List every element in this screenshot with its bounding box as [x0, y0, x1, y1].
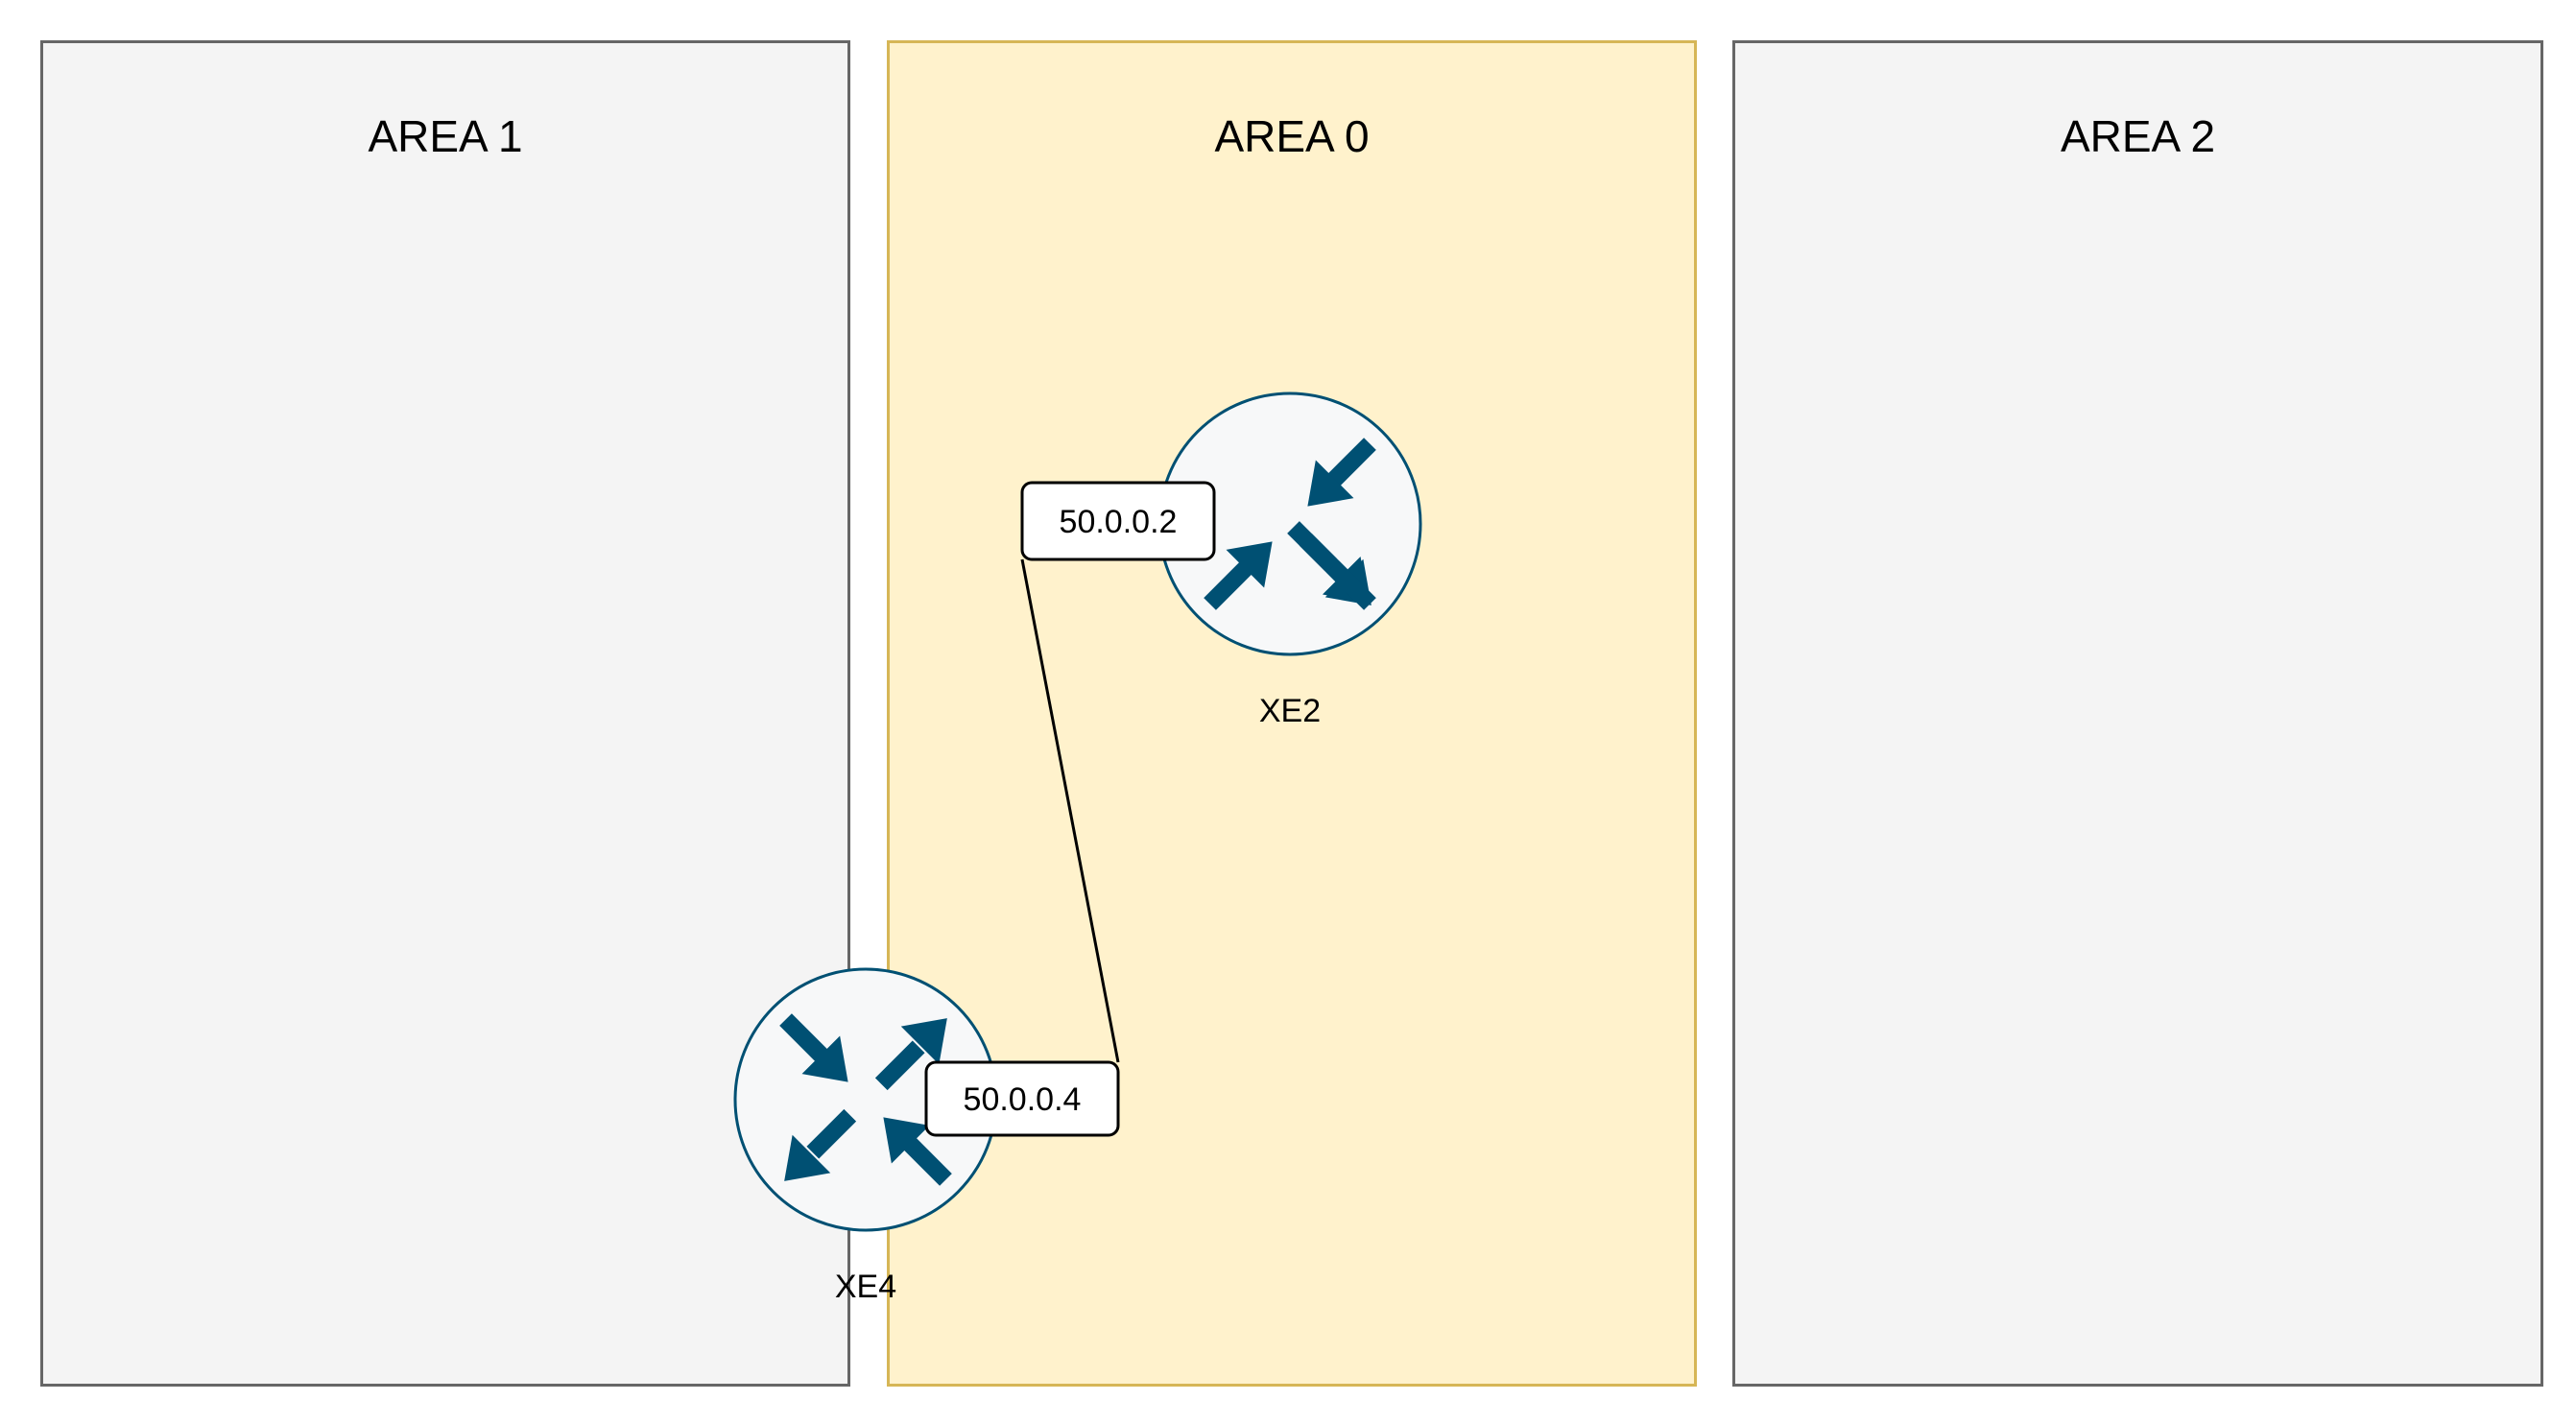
ip-label-xe2-text: 50.0.0.2	[1060, 504, 1178, 540]
ip-label-xe4-text: 50.0.0.4	[964, 1081, 1082, 1118]
router-icon	[779, 1013, 952, 1186]
area-2-zone: AREA 2	[1732, 40, 2543, 1387]
link-xe2-xe4	[1020, 558, 1120, 1063]
area-0-title: AREA 0	[1214, 111, 1370, 161]
router-xe4-label: XE4	[835, 1269, 896, 1305]
router-xe4[interactable]	[733, 967, 998, 1232]
router-icon	[1204, 438, 1376, 610]
ip-label-xe2[interactable]: 50.0.0.2	[1020, 481, 1216, 561]
router-xe2-label: XE2	[1259, 693, 1321, 729]
router-xe2[interactable]	[1157, 392, 1422, 656]
area-1-title: AREA 1	[368, 111, 523, 161]
area-2-title: AREA 2	[2060, 111, 2216, 161]
area-1-zone: AREA 1	[40, 40, 850, 1387]
ip-label-xe4[interactable]: 50.0.0.4	[924, 1060, 1120, 1137]
area-0-zone: AREA 0	[887, 40, 1697, 1387]
